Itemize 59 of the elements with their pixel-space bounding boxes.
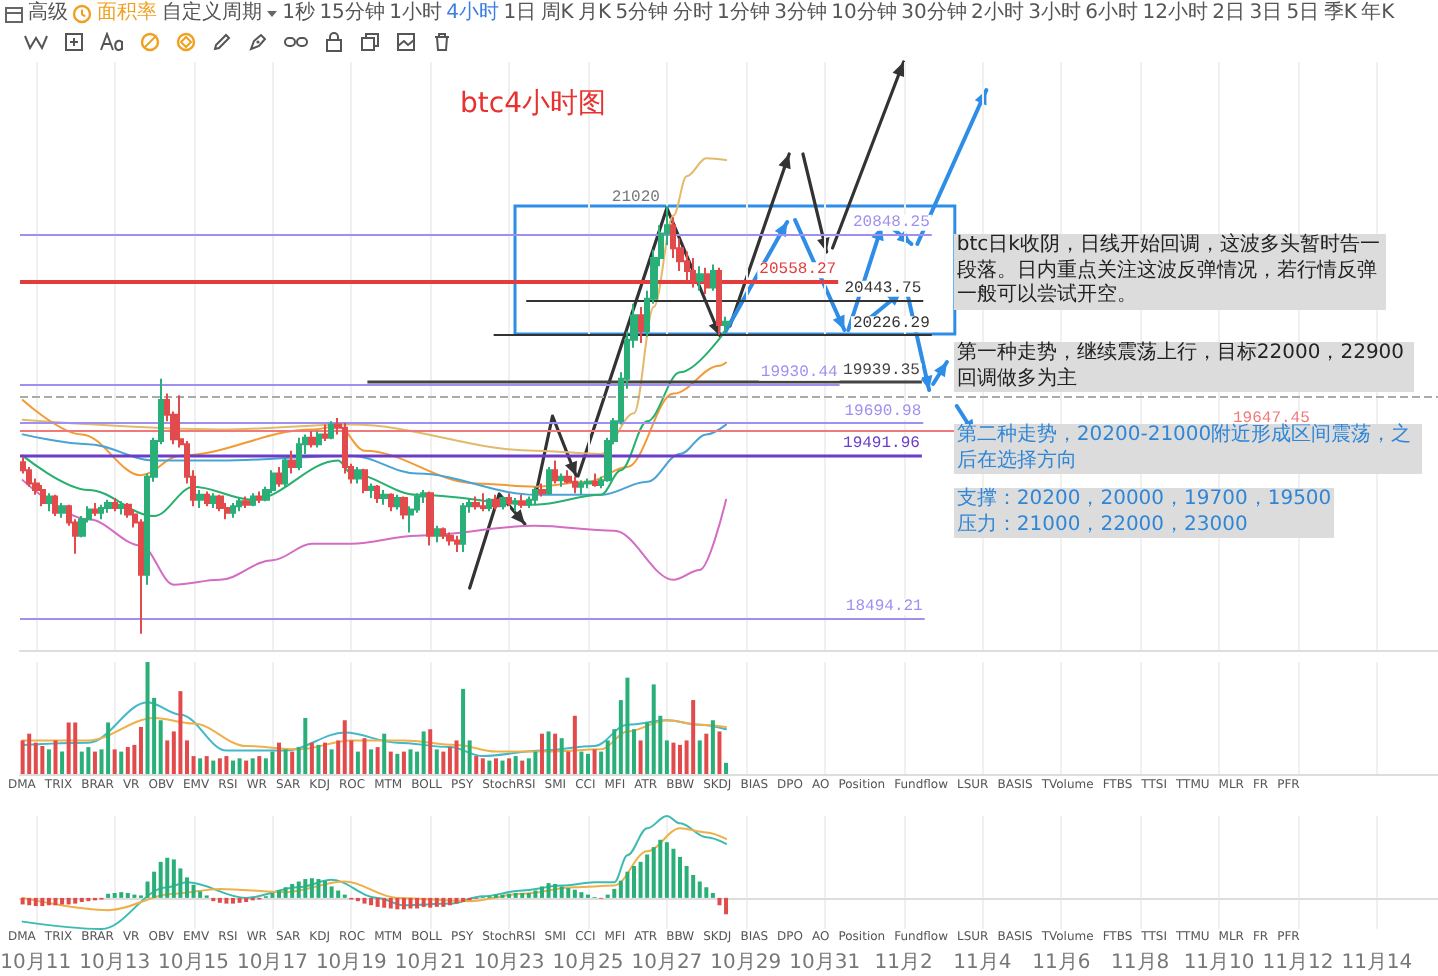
text: btc4小时图 (460, 88, 606, 120)
text: 5日 (1286, 2, 1320, 26)
annotation: 第一种走势，继续震荡上行，目标22000，22900 回调做多为主 (954, 342, 1415, 392)
ref-line-label: 20443.75 (844, 279, 922, 298)
text: 2小时 (971, 2, 1024, 26)
text: 月K (578, 2, 612, 26)
x-tick-label: 10月13 (79, 952, 151, 974)
x-tick-label: 10月21 (394, 952, 466, 974)
annotation: 21020 (611, 188, 661, 207)
text: 1秒 (282, 2, 315, 26)
text: 自定义周期 (161, 2, 262, 26)
ref-line-label: 19491.96 (843, 435, 921, 454)
x-tick-label: 11月12 (1262, 952, 1334, 974)
text: 2日 (1212, 2, 1245, 26)
text: 季K (1323, 2, 1357, 26)
x-tick-label: 11月2 (874, 952, 933, 974)
annotation: 压力：21000，22000，23000 (956, 513, 1248, 535)
text: 12小时 (1142, 2, 1208, 26)
text: 高级 (28, 2, 69, 26)
annotation: btc日k收阴，日线开始回调，这波多头暂时告一段落。日内重点关注这波反弹情况，若行情反弹一般可以尝试开空。 (954, 234, 1387, 309)
x-tick-label: 10月19 (315, 952, 387, 974)
text: 1小时 (389, 2, 442, 26)
ref-line-label: 19939.35 (843, 362, 921, 381)
ref-line-label: 20226.29 (852, 315, 931, 334)
x-tick-label: 11月6 (1032, 952, 1091, 974)
x-tick-label: 10月11 (0, 952, 72, 974)
text: 6小时 (1085, 2, 1139, 26)
text: 分时 (672, 2, 713, 26)
ref-line-label: 20848.25 (852, 213, 931, 232)
annotation: 第二种走势，20200-21000附近形成区间震荡，之后在选择方向 (954, 424, 1423, 474)
x-tick-label: 10月25 (552, 952, 624, 974)
x-tick-label: 10月17 (236, 952, 308, 974)
x-tick-label: 10月15 (158, 952, 230, 974)
text: 30分钟 (901, 2, 967, 26)
x-tick-label: 10月27 (631, 952, 703, 974)
ref-line-label: 20558.27 (759, 261, 837, 280)
annotation: 支撑：20200，20000，19700，19500 (956, 488, 1332, 510)
text: 1分钟 (717, 2, 770, 26)
text: 10分钟 (831, 2, 897, 26)
x-tick-label: 11月8 (1111, 952, 1170, 974)
text: 周K (540, 2, 574, 26)
ref-line-label: 19690.98 (844, 402, 922, 421)
ref-line-label: 19930.44 (760, 363, 838, 382)
x-tick-label: 11月10 (1183, 952, 1255, 974)
text: 3日 (1249, 2, 1283, 26)
text: 面积率 (97, 2, 158, 26)
x-tick-label: 10月23 (473, 952, 545, 974)
x-tick-label: 11月4 (953, 952, 1012, 974)
text: 1日 (503, 2, 537, 26)
text: 5分钟 (615, 2, 669, 26)
ref-line-label: 18494.21 (845, 598, 924, 617)
text: 3分钟 (774, 2, 827, 26)
text: 年K (1361, 2, 1395, 26)
x-tick-label: 11月14 (1341, 952, 1413, 974)
text: 15分钟 (319, 2, 385, 26)
x-tick-label: 10月29 (710, 952, 782, 974)
x-tick-label: 10月31 (789, 952, 861, 974)
text: 3小时 (1028, 2, 1081, 26)
text: 4小时 (446, 2, 500, 26)
